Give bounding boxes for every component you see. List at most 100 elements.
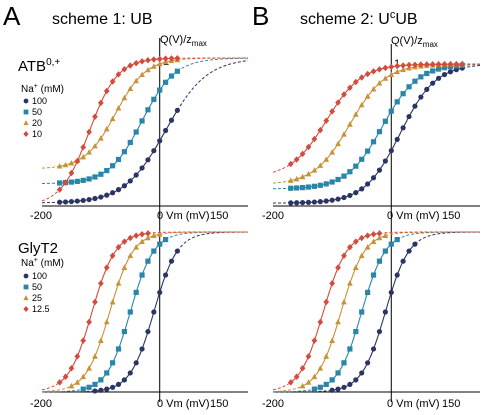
data-point-100 — [406, 113, 412, 120]
data-point-50 — [145, 258, 151, 264]
data-point-100 — [110, 384, 116, 390]
data-point-50 — [86, 176, 92, 182]
panel-label-a: A — [3, 1, 21, 31]
data-point-100 — [418, 94, 424, 100]
data-point-100 — [80, 197, 86, 204]
data-point-100 — [294, 200, 300, 206]
data-point-10 — [406, 61, 412, 69]
data-point-50 — [382, 248, 388, 254]
data-point-25 — [156, 231, 163, 237]
data-point-12.5 — [352, 238, 359, 245]
data-point-50 — [311, 183, 317, 189]
plot-b-top — [272, 44, 481, 216]
y-axis-label-right-sub: max — [423, 40, 438, 49]
data-point-100 — [157, 289, 163, 296]
fit-curve-dashed-10 — [272, 163, 291, 173]
data-point-20 — [287, 177, 294, 183]
data-point-10 — [429, 61, 436, 68]
data-point-50 — [418, 74, 424, 80]
data-point-10 — [376, 66, 383, 73]
fit-curve-dashed-50 — [273, 388, 315, 393]
legend-title-top-main: Na — [21, 84, 34, 95]
data-point-12.5 — [293, 373, 300, 380]
data-point-20 — [86, 149, 92, 155]
data-point-12.5 — [329, 280, 336, 287]
data-point-25 — [323, 353, 330, 359]
legend-marker-50 — [23, 284, 29, 290]
data-point-50 — [110, 360, 116, 366]
data-point-50 — [335, 176, 341, 183]
data-point-50 — [382, 118, 388, 124]
data-point-10 — [347, 84, 353, 91]
data-point-100 — [311, 199, 317, 205]
data-point-12.5 — [305, 353, 312, 360]
data-point-25 — [311, 373, 318, 380]
data-point-50 — [68, 179, 75, 185]
data-point-50 — [317, 384, 323, 390]
data-point-12.5 — [86, 318, 92, 326]
data-point-100 — [347, 192, 353, 199]
fit-curve-20 — [290, 63, 463, 182]
data-point-25 — [97, 337, 104, 344]
legend-marker-100 — [23, 98, 29, 104]
data-point-50 — [341, 360, 347, 366]
data-point-100 — [441, 71, 448, 78]
legend-title-bottom-unit: (mM) — [38, 258, 64, 269]
data-point-100 — [133, 360, 139, 366]
data-point-20 — [317, 162, 324, 168]
data-point-12.5 — [121, 238, 128, 245]
data-point-20 — [329, 149, 336, 155]
data-point-12.5 — [109, 252, 116, 259]
data-point-100 — [365, 181, 371, 187]
fit-curve-100 — [332, 243, 416, 391]
legend-label-100: 100 — [32, 271, 47, 281]
data-point-20 — [145, 66, 151, 73]
data-point-10 — [417, 61, 424, 68]
legend-title-bottom-sup: + — [34, 257, 38, 264]
data-point-12.5 — [341, 252, 347, 259]
data-point-10 — [139, 58, 145, 65]
fit-curve-dashed-right-100 — [414, 231, 480, 245]
legend-title-bottom: Na+ (mM) — [21, 257, 64, 269]
data-point-10 — [394, 62, 401, 70]
data-point-100 — [145, 157, 151, 163]
data-point-50 — [145, 107, 151, 113]
data-point-12.5 — [56, 379, 63, 386]
fit-curve-12.5 — [59, 232, 148, 383]
data-point-20 — [62, 161, 69, 168]
data-point-100 — [127, 178, 133, 184]
data-point-10 — [168, 55, 175, 62]
data-point-100 — [151, 148, 157, 154]
data-point-50 — [151, 96, 157, 102]
legend-label-25: 25 — [32, 293, 42, 303]
data-point-10 — [115, 71, 122, 78]
data-point-25 — [352, 264, 359, 270]
x-tick-neg-a-top: -200 — [30, 210, 52, 222]
data-point-50 — [104, 370, 110, 376]
fit-curve-dashed-right-100 — [176, 60, 249, 111]
fit-curve-dashed-right-12.5 — [147, 231, 248, 234]
data-point-100 — [98, 387, 104, 393]
fit-curve-dashed-right-50 — [462, 64, 480, 66]
data-point-100 — [139, 346, 145, 352]
data-point-50 — [347, 169, 353, 175]
data-point-50 — [335, 370, 341, 376]
data-point-25 — [382, 232, 389, 239]
data-point-50 — [104, 167, 110, 174]
data-point-20 — [370, 86, 377, 92]
data-point-20 — [68, 160, 75, 166]
fit-curve-dashed-100 — [308, 389, 333, 393]
data-point-100 — [174, 248, 180, 254]
data-point-12.5 — [80, 337, 87, 344]
data-point-100 — [92, 195, 98, 202]
data-point-50 — [365, 289, 371, 296]
data-point-25 — [103, 318, 110, 325]
plot-a-bottom — [41, 212, 248, 402]
data-point-25 — [121, 264, 128, 270]
data-point-20 — [56, 163, 63, 169]
plot-b-bottom — [272, 212, 480, 402]
data-point-25 — [299, 382, 306, 389]
data-point-50 — [359, 309, 365, 315]
data-point-50 — [365, 148, 371, 154]
fit-curve-dashed-50 — [42, 182, 60, 184]
